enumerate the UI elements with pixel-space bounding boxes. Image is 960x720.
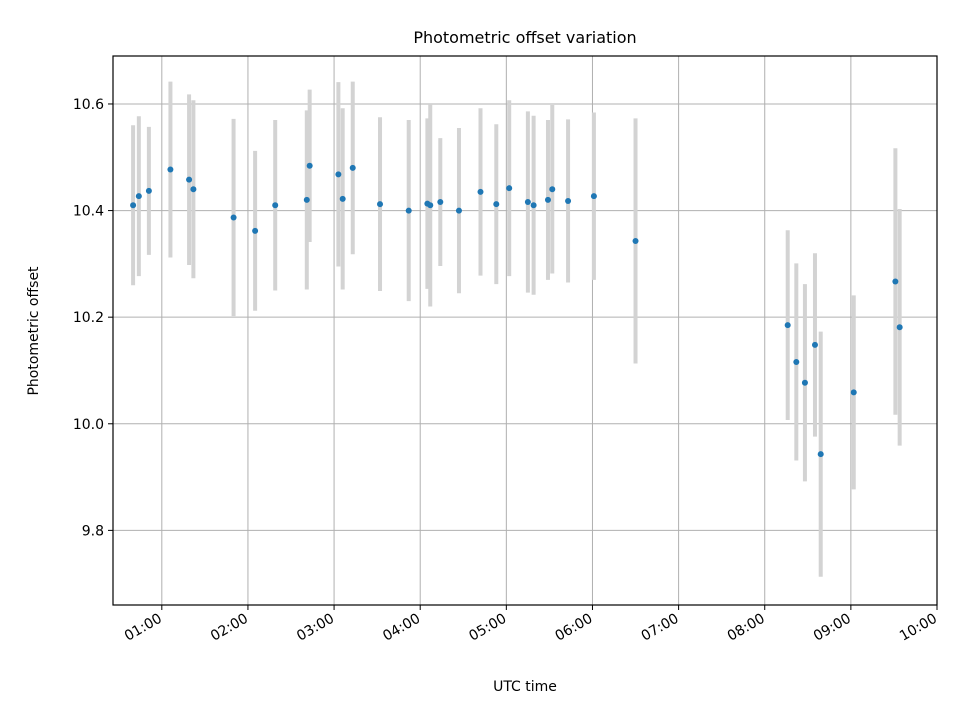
data-point [784,322,791,329]
data-points [130,162,903,458]
data-point [896,324,903,331]
data-point [544,196,551,203]
y-tick-label: 10.6 [73,97,104,113]
data-point [506,185,513,192]
y-tick-label: 9.8 [82,523,104,539]
data-point [801,379,808,386]
data-point [850,389,857,396]
data-point [190,186,197,193]
data-point [306,162,313,169]
chart-title: Photometric offset variation [413,28,636,47]
data-point [377,201,384,208]
data-point [892,278,899,285]
data-point [335,171,342,178]
plot-frame [112,55,938,606]
data-point [590,193,597,200]
x-axis-label: UTC time [493,679,557,695]
data-point [524,199,531,206]
data-point [565,197,572,204]
data-point [477,188,484,195]
data-point [817,451,824,458]
data-point [145,187,152,194]
data-point [493,201,500,208]
y-tick-label: 10.2 [73,310,104,326]
data-point [437,199,444,206]
data-point [530,202,537,209]
data-point [230,214,237,221]
data-point [405,207,412,214]
data-point [549,186,556,193]
data-point [130,202,137,209]
data-point [427,202,434,209]
data-point [811,341,818,348]
data-point [186,176,193,183]
y-axis-label: Photometric offset [26,266,42,396]
y-tick-label: 10.0 [73,417,104,433]
data-point [252,227,259,234]
data-point [349,164,356,171]
data-point [455,207,462,214]
data-point [135,193,142,200]
data-point [793,358,800,365]
data-point [632,237,639,244]
data-point [272,202,279,209]
y-tick-label: 10.4 [73,204,104,220]
data-point [167,166,174,173]
data-point [339,195,346,202]
data-point [303,196,310,203]
